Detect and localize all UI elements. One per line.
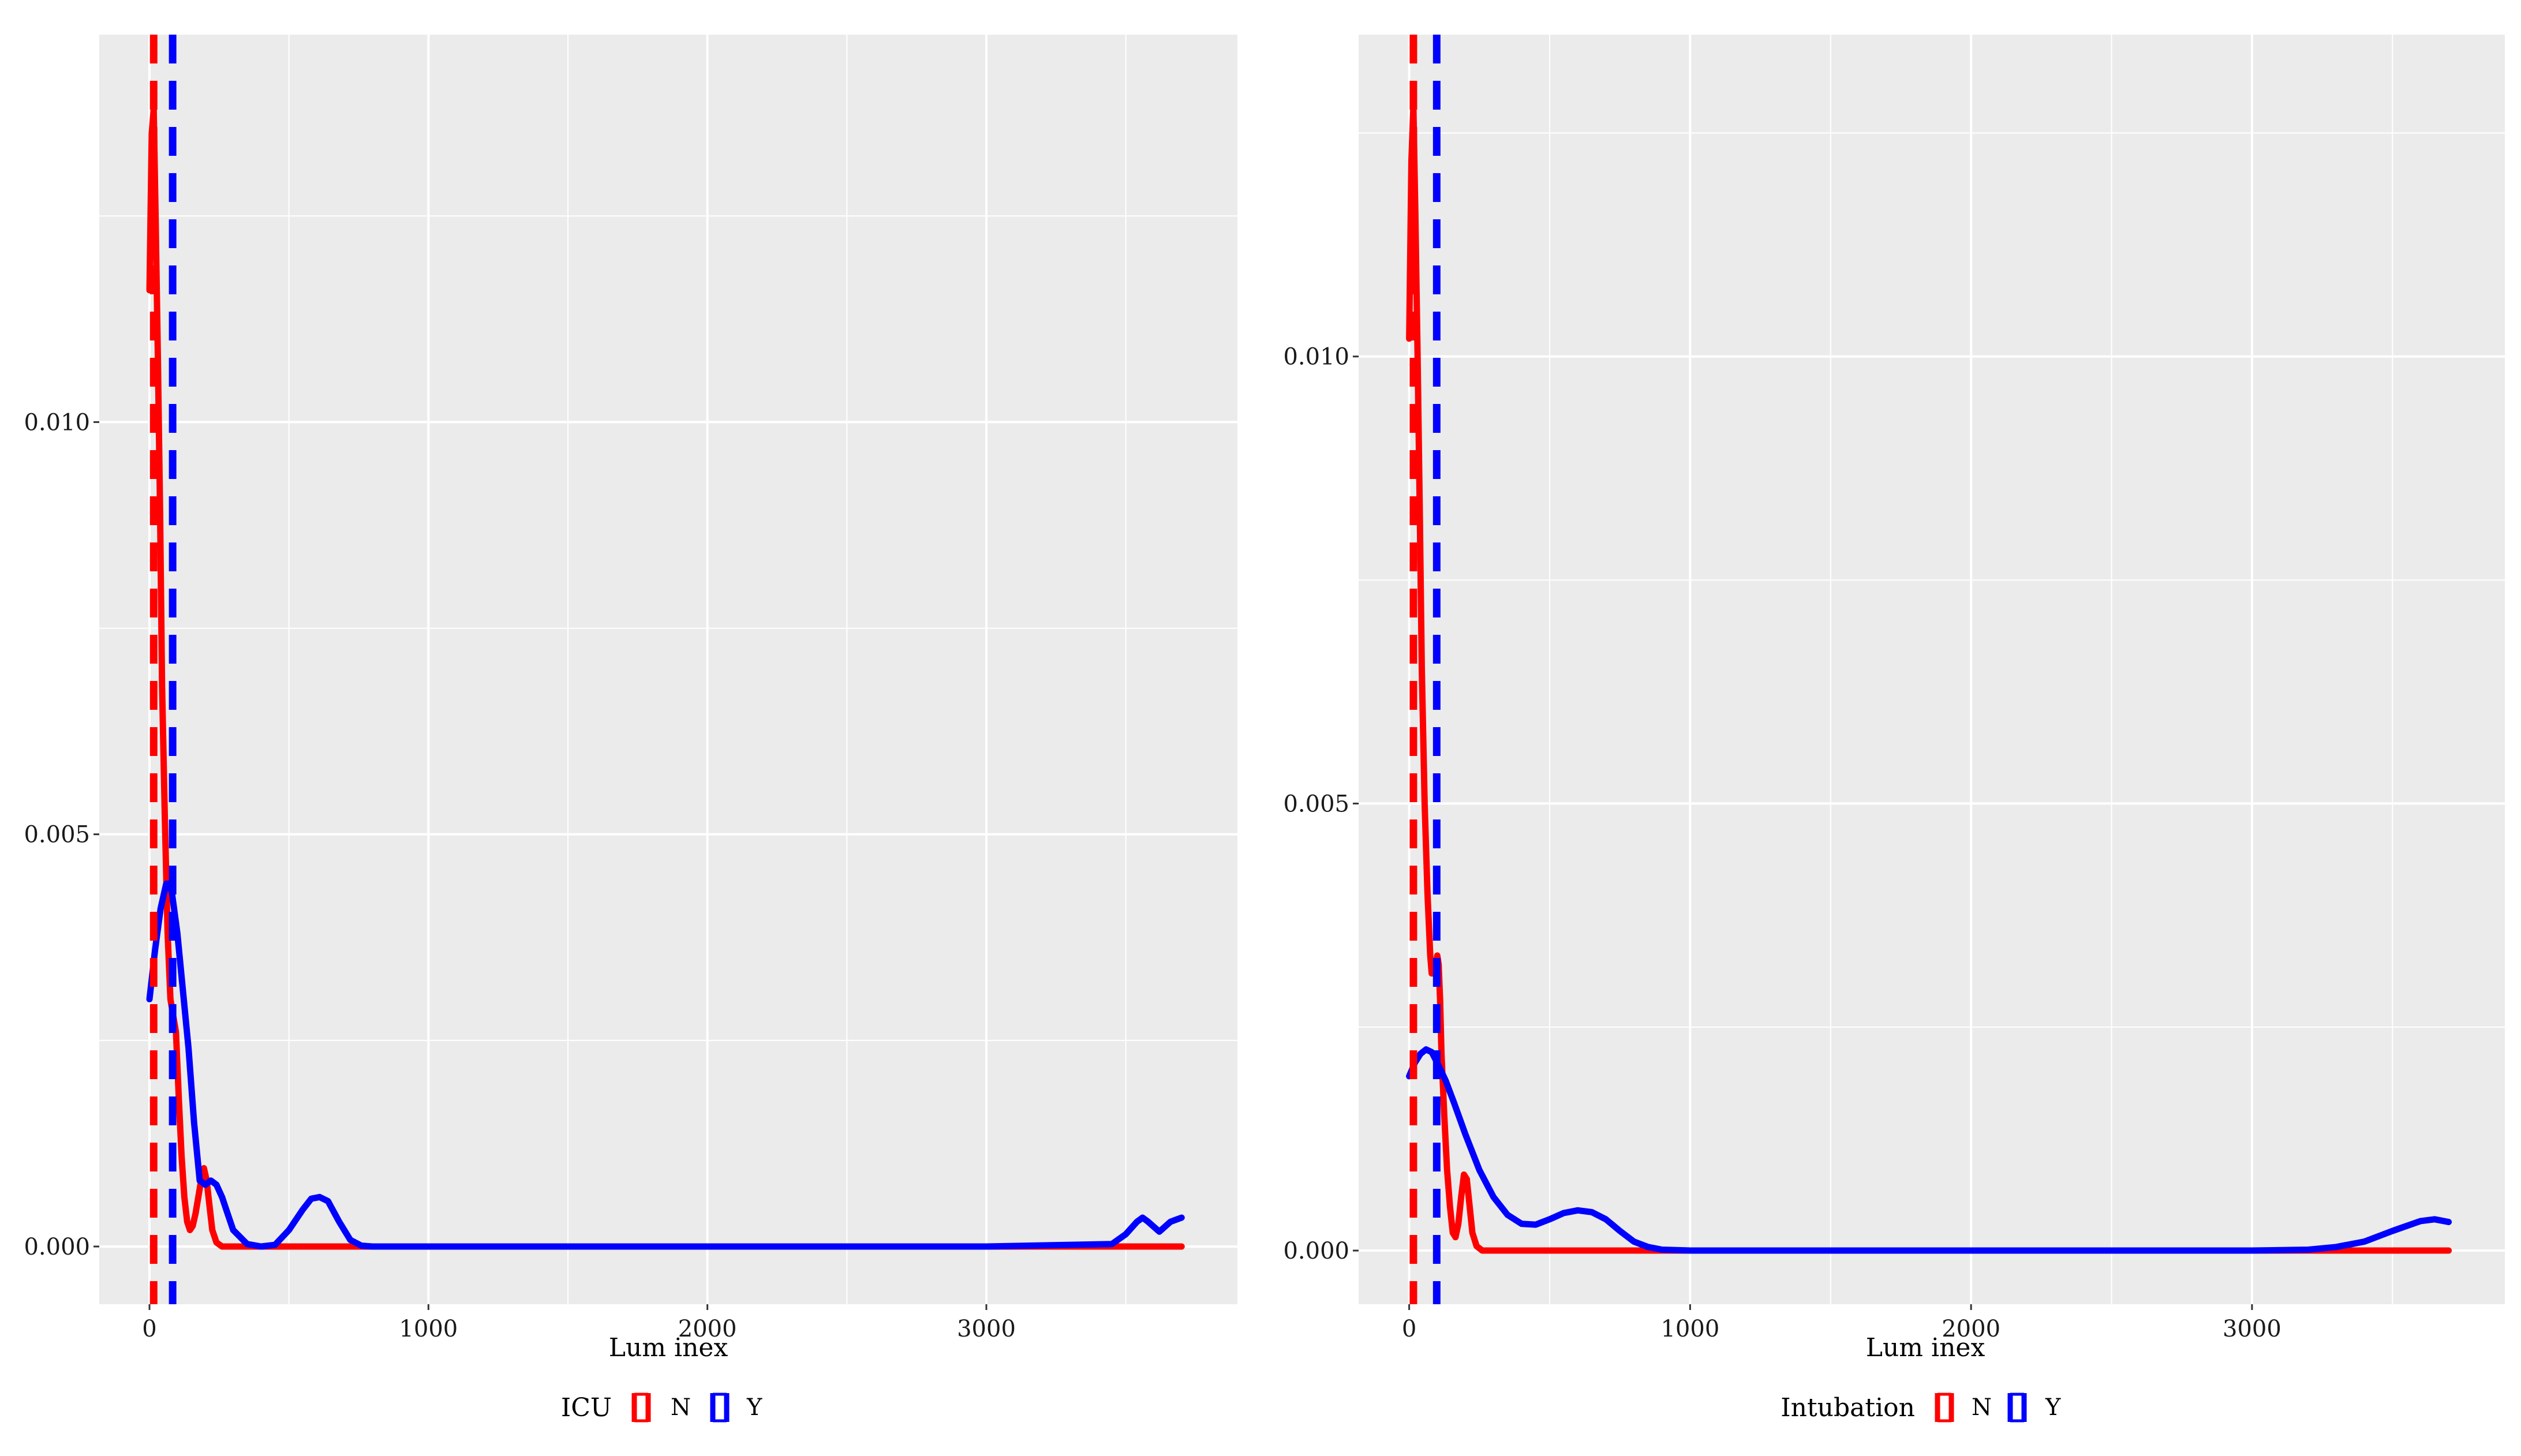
panel-icu-series-n-line <box>146 106 1185 1250</box>
panel-intubation: 0.000 0.005 0.010 0 1000 2000 3000 Lum inex I… <box>1283 35 2505 1423</box>
panel-icu-x-tick-label: 1000 <box>399 1316 458 1342</box>
panel-icu-x-tick-label: 2000 <box>678 1316 737 1342</box>
panel-intubation-legend-title: Intubation <box>1781 1393 1915 1423</box>
panel-icu-series-y-line <box>146 880 1185 1250</box>
panel-intubation-legend-key-n <box>1930 1392 1959 1423</box>
panel-intubation-y-tick-label: 0.010 <box>1283 344 1349 370</box>
panel-icu-y-tick-label: 0.005 <box>24 822 90 848</box>
panel-icu-legend-key-n <box>627 1392 656 1423</box>
panel-intubation-background <box>1359 35 2505 1304</box>
panel-icu-x-tick-label: 3000 <box>957 1316 1016 1342</box>
panel-icu-legend-label-n: N <box>671 1394 691 1421</box>
panel-intubation-vlines <box>1409 35 1441 1304</box>
panel-intubation-x-tick-label: 0 <box>1402 1316 1416 1342</box>
panel-intubation-legend-label-n: N <box>1972 1394 1992 1421</box>
panel-intubation-y-ticks: 0.000 0.005 0.010 <box>1283 344 1359 1264</box>
panel-icu-legend: ICU N Y <box>561 1392 762 1423</box>
panel-icu-series <box>146 106 1185 1250</box>
panel-intubation-legend-label-y: Y <box>2045 1394 2061 1421</box>
panel-intubation-y-tick-label: 0.000 <box>1283 1238 1349 1264</box>
panel-icu-x-axis-title: Lum inex <box>609 1333 728 1363</box>
panel-icu-vlines <box>149 35 177 1304</box>
panel-intubation-x-tick-label: 2000 <box>1942 1316 2000 1342</box>
panel-intubation-y-tick-label: 0.005 <box>1283 791 1349 817</box>
panel-icu-y-tick-label: 0.010 <box>24 409 90 436</box>
panel-intubation-x-axis-title: Lum inex <box>1866 1333 1985 1363</box>
panel-icu-background <box>99 35 1237 1304</box>
panel-intubation-x-tick-label: 1000 <box>1660 1316 1719 1342</box>
panel-icu-legend-title: ICU <box>561 1393 612 1423</box>
panel-intubation-x-ticks: 0 1000 2000 3000 <box>1402 1304 2281 1342</box>
panel-icu-legend-label-y: Y <box>746 1394 762 1421</box>
panel-intubation-legend-key-y <box>2003 1392 2032 1423</box>
panel-intubation-x-tick-label: 3000 <box>2223 1316 2281 1342</box>
panel-intubation-series <box>1406 103 2452 1254</box>
panel-intubation-legend: Intubation N Y <box>1781 1392 2061 1423</box>
panel-icu-legend-key-y <box>705 1392 734 1423</box>
panel-icu-x-tick-label: 0 <box>142 1316 156 1342</box>
panel-icu-y-tick-label: 0.000 <box>24 1234 90 1260</box>
panel-intubation-series-y-line <box>1406 1046 2452 1254</box>
panel-icu: 0.000 0.005 0.010 0 1000 2000 3000 Lum inex I… <box>24 35 1237 1423</box>
panel-intubation-series-n-line <box>1406 103 2452 1254</box>
panel-icu-y-ticks: 0.000 0.005 0.010 <box>24 409 99 1260</box>
panel-icu-x-ticks: 0 1000 2000 3000 <box>142 1304 1016 1342</box>
